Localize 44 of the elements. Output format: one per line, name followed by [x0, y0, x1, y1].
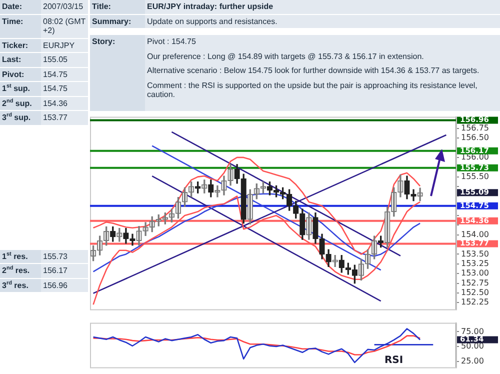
y-tick-label: 152.50	[461, 288, 489, 298]
y-tick-label: 25.00	[461, 356, 484, 366]
text: Date:	[0, 0, 41, 14]
text: 3$^{rd}$ res.	[0, 278, 41, 292]
text: 2$^{nd}$ res.	[0, 264, 41, 278]
y-tick-label: 153.50	[461, 249, 489, 258]
y-tick-label: 152.75	[461, 278, 489, 288]
text: Ticker:	[0, 38, 41, 52]
text: 154.75	[41, 68, 88, 81]
text: Our preference : Long @ 154.89 with targets @ 155.73 & 156.17 in extension.	[147, 52, 425, 61]
y-tick-label: 153.25	[461, 258, 489, 268]
text: Comment : the RSI is supported on the upside but the pair is approaching its resistance level, caution.	[147, 80, 478, 100]
text: 154.36	[41, 96, 88, 110]
text: Update on supports and resistances.	[145, 14, 500, 28]
text: 2007/03/15	[41, 0, 88, 14]
text: 154.75	[41, 82, 88, 96]
text: Last:	[0, 53, 41, 66]
text: EUR/JPY intraday: further upside	[145, 0, 500, 14]
text: 08:02 (GMT +2)	[41, 14, 88, 38]
text: Time:	[0, 14, 41, 38]
text: 156.96	[41, 278, 88, 292]
text: 1$^{st}$ res.	[0, 250, 41, 263]
text: Pivot:	[0, 68, 41, 81]
text: Summary:	[90, 14, 145, 28]
text: Story:	[90, 35, 145, 111]
text: Alternative scenario : Below 154.75 look for further downside with 154.36 & 153.77 as targets.	[147, 66, 480, 76]
y-tick-label: 155.50	[461, 172, 489, 181]
text: 153.77	[41, 111, 88, 124]
text: Title:	[90, 0, 145, 14]
text: 3$^{rd}$ sup.	[0, 111, 41, 124]
y-tick-label: 156.50	[461, 133, 489, 142]
y-tick-label: 152.25	[461, 298, 489, 307]
text: 155.73	[41, 250, 88, 263]
text: 2$^{nd}$ sup.	[0, 96, 41, 110]
annotation: RSI	[384, 354, 404, 366]
text: 1$^{st}$ sup.	[0, 82, 41, 96]
y-tick-label: 153.00	[461, 268, 489, 278]
y-tick-label: 156.75	[461, 123, 489, 132]
text: EURJPY	[41, 38, 88, 52]
text: Pivot : 154.75	[147, 37, 197, 46]
y-tick-label: 154.00	[461, 230, 489, 239]
text: 155.05	[41, 53, 88, 66]
text: 156.17	[41, 264, 88, 278]
y-tick-label: 75.00	[461, 326, 484, 336]
